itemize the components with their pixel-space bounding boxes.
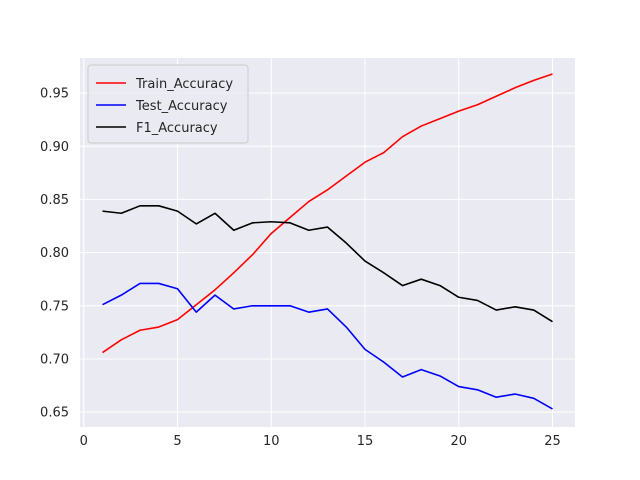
series-line-train-accuracy	[102, 73, 553, 354]
x-tick-label: 25	[544, 434, 561, 449]
legend-label: Test_Accuracy	[135, 99, 228, 114]
series-line-f1-accuracy	[102, 205, 553, 323]
y-tick-label: 0.75	[40, 299, 69, 314]
y-tick-label: 0.95	[40, 87, 69, 102]
y-tick-label: 0.80	[40, 246, 69, 261]
legend-label: Train_Accuracy	[135, 77, 233, 92]
legend-box	[87, 64, 249, 144]
x-axis-ticks: 0 5 10 15 20 25	[80, 434, 561, 449]
x-tick-label: 5	[173, 434, 181, 449]
series-line-test-accuracy	[102, 282, 553, 410]
x-tick-label: 0	[80, 434, 88, 449]
legend: Train_Accuracy Test_Accuracy F1_Accuracy	[87, 64, 249, 144]
grid-lines	[80, 58, 575, 427]
x-tick-label: 20	[450, 434, 467, 449]
x-tick-label: 10	[263, 434, 280, 449]
y-tick-label: 0.85	[40, 193, 69, 208]
y-tick-label: 0.65	[40, 406, 69, 421]
legend-label: F1_Accuracy	[136, 121, 218, 136]
y-tick-label: 0.70	[40, 352, 69, 367]
x-tick-label: 15	[357, 434, 374, 449]
y-tick-label: 0.90	[40, 140, 69, 155]
y-axis-ticks: 0.65 0.70 0.75 0.80 0.85 0.90 0.95	[40, 87, 69, 421]
series-lines	[102, 73, 553, 410]
